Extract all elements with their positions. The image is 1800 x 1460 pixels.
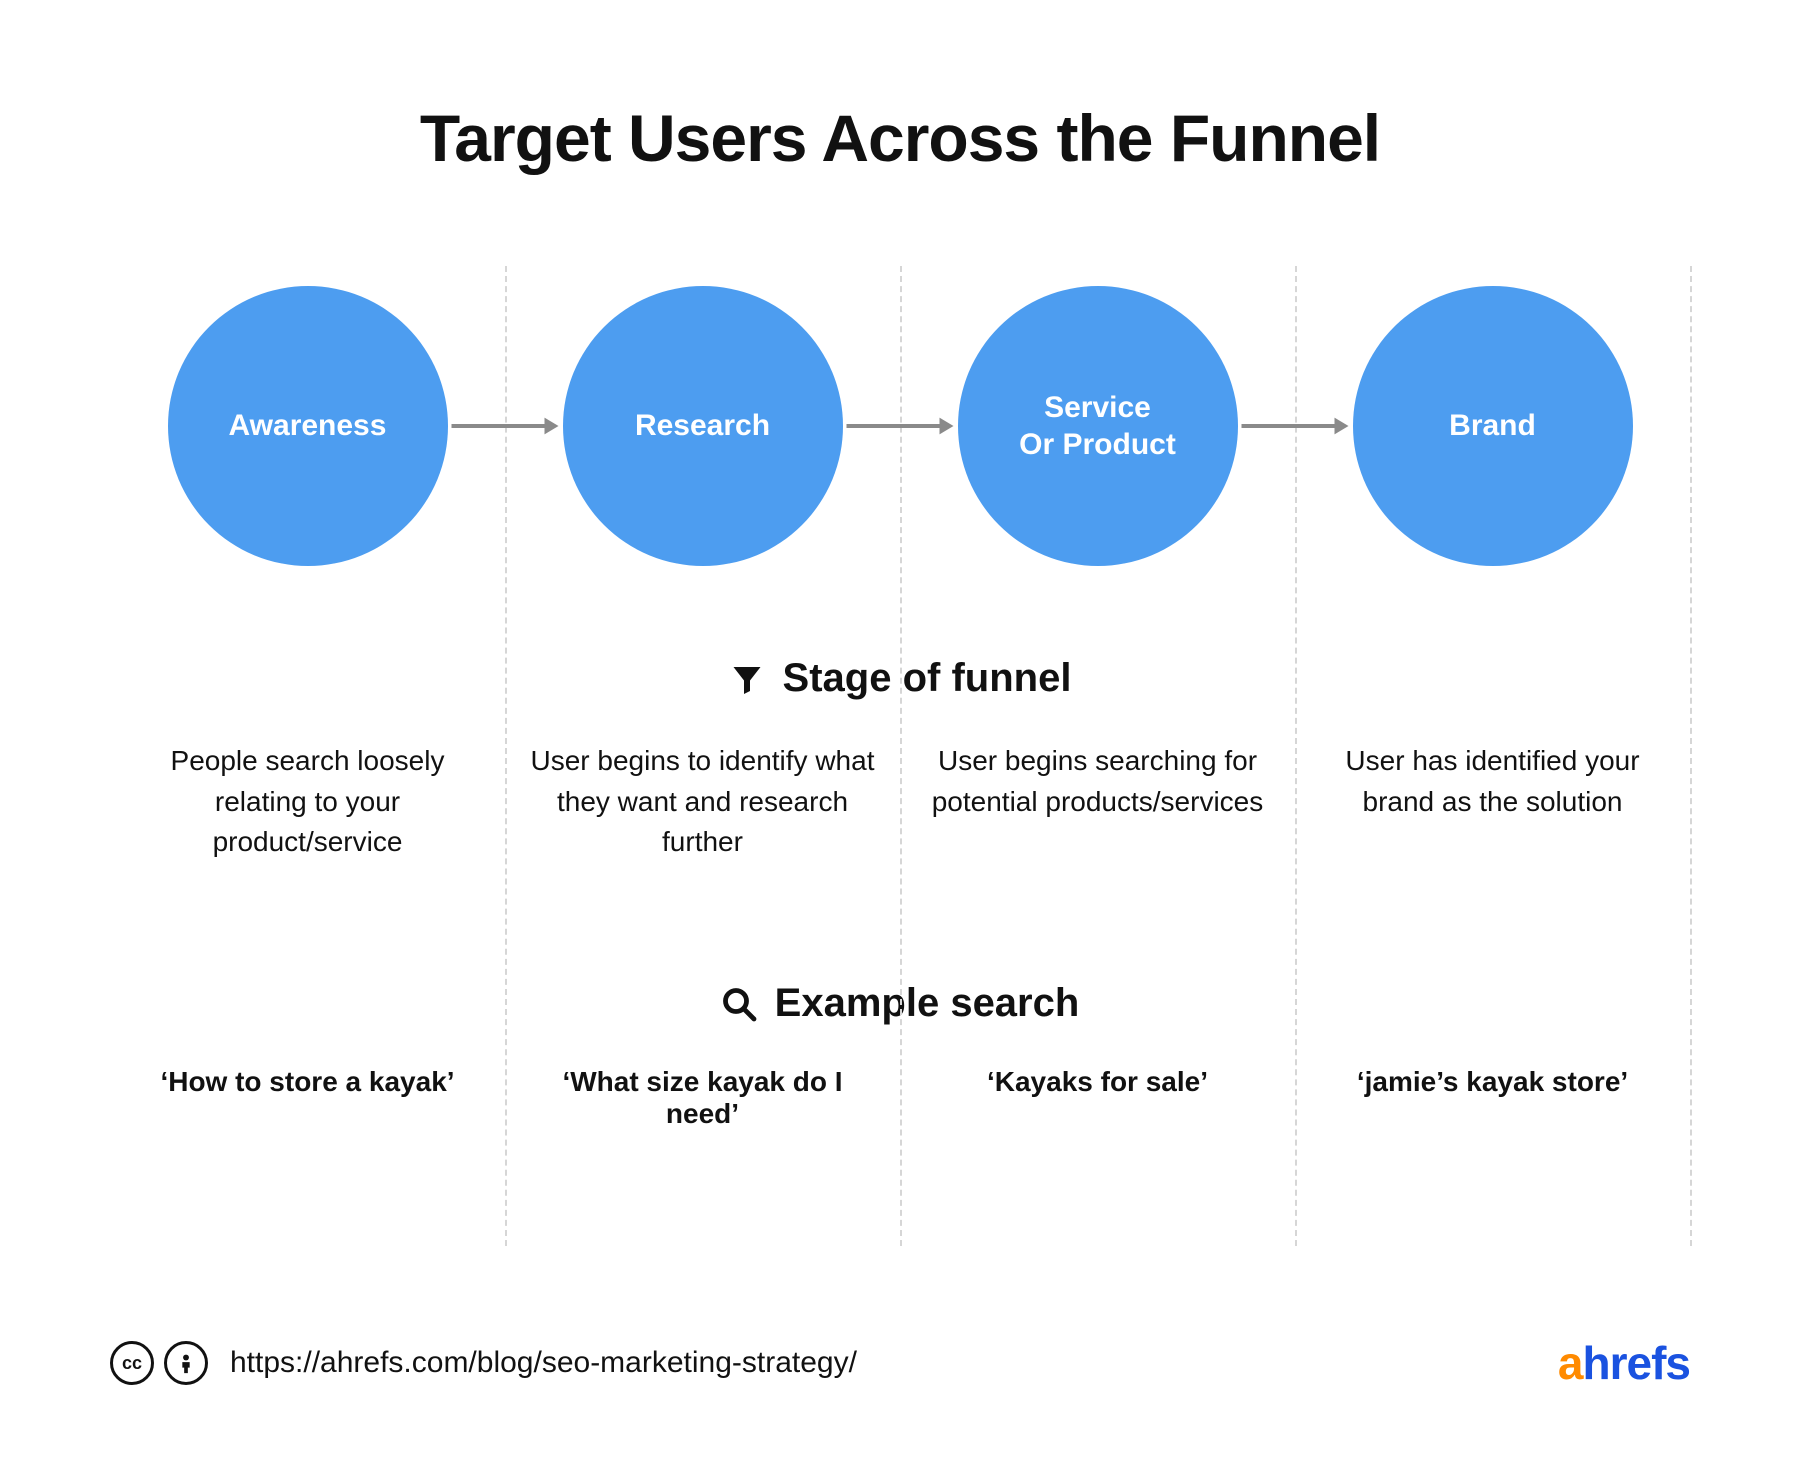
stage-circle-brand: Brand [1353,286,1633,566]
stage-label: Awareness [229,407,387,445]
section-label: Example search [775,981,1080,1026]
stage-description: User has identified your brand as the so… [1295,741,1690,911]
stage-label: Brand [1449,407,1536,445]
funnel-icon [729,661,765,697]
stage-label: ServiceOr Product [1019,389,1176,464]
stage-cell: Awareness [110,266,505,586]
stage-circle-awareness: Awareness [168,286,448,566]
cc-by-icon [164,1341,208,1385]
brand-prefix: a [1558,1337,1583,1389]
cc-license-icons: cc [110,1341,208,1385]
brand-rest: hrefs [1583,1337,1690,1389]
column-divider [1690,266,1692,1246]
page-title: Target Users Across the Funnel [110,100,1690,176]
stage-circle-service: ServiceOr Product [958,286,1238,566]
stage-label: Research [635,407,770,445]
section-label: Stage of funnel [783,656,1072,701]
stage-cell: ServiceOr Product [900,266,1295,586]
stage-description: User begins searching for potential prod… [900,741,1295,911]
stage-description: User begins to identify what they want a… [505,741,900,911]
cc-icon: cc [110,1341,154,1385]
example-search: ‘Kayaks for sale’ [900,1066,1295,1186]
stage-cell: Brand [1295,266,1690,586]
stage-description: People search loosely relating to your p… [110,741,505,911]
stage-circle-research: Research [563,286,843,566]
footer: cc https://ahrefs.com/blog/seo-marketing… [110,1336,1690,1390]
source-url: https://ahrefs.com/blog/seo-marketing-st… [230,1346,857,1380]
example-search: ‘How to store a kayak’ [110,1066,505,1186]
footer-left: cc https://ahrefs.com/blog/seo-marketing… [110,1341,857,1385]
example-search: ‘What size kayak do I need’ [505,1066,900,1186]
search-icon [721,986,757,1022]
example-search: ‘jamie’s kayak store’ [1295,1066,1690,1186]
brand-logo: ahrefs [1558,1336,1690,1390]
stage-cell: Research [505,266,900,586]
infographic-canvas: Target Users Across the Funnel Awareness… [0,0,1800,1460]
columns-container: Awareness Research ServiceOr Product Bra… [110,266,1690,1186]
funnel-stages-row: Awareness Research ServiceOr Product Bra… [110,266,1690,586]
